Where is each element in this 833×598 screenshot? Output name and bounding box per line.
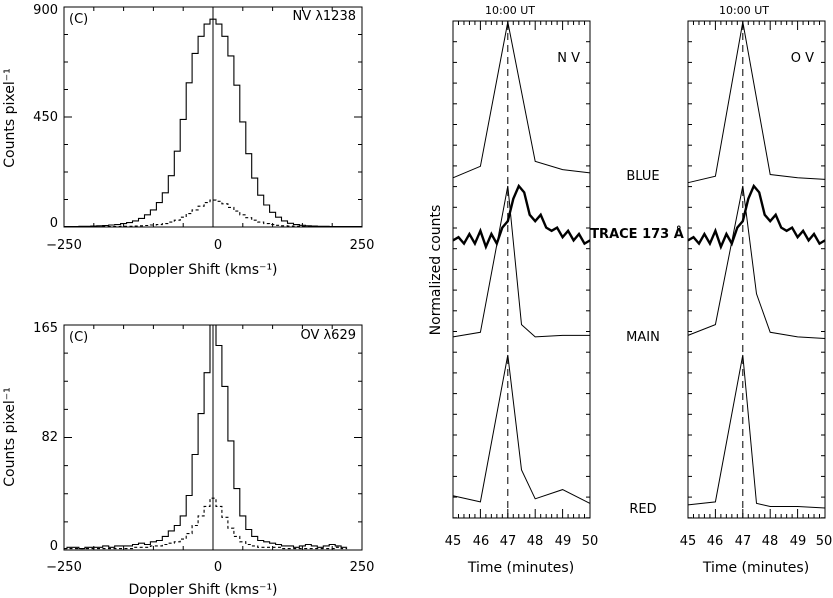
spectrum-ov-annotation: OV λ629: [300, 328, 356, 343]
lightcurve-ov-curve-red: [687, 354, 826, 509]
spectrum-ov-xtick-right: 250: [350, 560, 375, 575]
spectrum-nv-panel-label: (C): [69, 12, 88, 27]
lightcurve-nv-xtick-50: 50: [582, 534, 599, 549]
stack-label-trace: TRACE 173 Å: [590, 226, 684, 242]
lightcurve-ov-curve-main: [687, 185, 826, 339]
lightcurve-nv-ticks: [452, 20, 591, 519]
spectrum-ov-ticks: [63, 324, 363, 551]
lightcurve-ov-curve-trace-173: [687, 183, 826, 251]
lightcurve-nv-annotation: N V: [557, 51, 580, 66]
lightcurve-ov-ticks: [687, 20, 826, 519]
spectrum-ov-xtick-left: −250: [46, 560, 82, 575]
spectrum-ov-xlabel: Doppler Shift (kms⁻¹): [128, 582, 277, 598]
lightcurve-nv-xtick-49: 49: [555, 534, 572, 549]
spectrum-nv-solid-series: [64, 18, 362, 228]
spectrum-nv-xtick-left: −250: [46, 238, 82, 253]
lightcurve-nv-lines: [452, 21, 591, 504]
lightcurve-nv-xtick-48: 48: [527, 534, 544, 549]
lightcurve-nv-xlabel: Time (minutes): [467, 560, 574, 576]
spectrum-nv-ytick-bottom: 0: [50, 216, 58, 231]
spectrum-ov-panel-label: (C): [69, 330, 88, 345]
lightcurve-nv-curve-trace-173: [452, 183, 591, 251]
lightcurve-nv-title: 10:00 UT: [485, 4, 535, 17]
lightcurve-nv-xtick-46: 46: [473, 534, 490, 549]
lightcurve-ylabel: Normalized counts: [428, 205, 444, 336]
spectrum-ov-ytick-mid: 82: [41, 430, 58, 445]
spectrum-nv-ylabel: Counts pixel⁻¹: [2, 68, 18, 167]
stack-label-red: RED: [629, 502, 656, 517]
lightcurve-nv-curve-red: [452, 354, 591, 504]
spectrum-nv-ytick-top: 900: [33, 3, 58, 18]
spectrum-ov-ytick-bottom: 0: [50, 539, 58, 554]
lightcurve-nv-xtick-45: 45: [445, 534, 462, 549]
spectrum-ov-xtick-center: 0: [214, 560, 222, 575]
lightcurve-ov-xtick-48: 48: [762, 534, 779, 549]
lightcurve-panel-nv: 10:00 UT N V 45 46 47 48 49 50 Time (min…: [428, 4, 598, 576]
spectrum-nv-dotted-series: [64, 199, 362, 228]
lightcurve-ov-xtick-45: 45: [680, 534, 697, 549]
lightcurve-ov-xtick-50: 50: [816, 534, 833, 549]
spectrum-panel-nv: (C) NV λ1238 900 450 0 −250 0 250 Dopple…: [2, 3, 374, 278]
spectrum-ov-ytick-top: 165: [33, 321, 58, 336]
spectrum-nv-annotation: NV λ1238: [292, 9, 356, 24]
lightcurve-ov-xlabel: Time (minutes): [702, 560, 809, 576]
stack-label-main: MAIN: [626, 330, 660, 345]
lightcurve-ov-lines: [687, 21, 826, 509]
spectrum-ov-dotted-series: [64, 497, 348, 550]
spectrum-nv-lines: [64, 18, 362, 228]
spectrum-ov-solid-series: [64, 324, 348, 550]
lightcurve-ov-xtick-49: 49: [790, 534, 807, 549]
lightcurve-ov-curve-blue: [687, 21, 826, 184]
spectrum-panel-ov: (C) OV λ629 165 82 0 −250 0 250 Doppler …: [2, 321, 374, 598]
spectrum-ov-ylabel: Counts pixel⁻¹: [2, 387, 18, 486]
spectrum-ov-lines: [64, 324, 348, 550]
lightcurve-panel-ov: 10:00 UT O V 45 46 47 48 49 50 Time (min…: [680, 4, 833, 576]
lightcurve-nv-curve-main: [452, 185, 590, 338]
lightcurve-nv-frame: [452, 20, 591, 519]
lightcurve-nv-curve-blue: [452, 21, 591, 179]
lightcurve-ov-annotation: O V: [791, 51, 814, 66]
spectrum-nv-xtick-right: 250: [350, 238, 375, 253]
spectrum-nv-xlabel: Doppler Shift (kms⁻¹): [128, 262, 277, 278]
lightcurve-ov-xtick-47: 47: [735, 534, 752, 549]
spectrum-nv-ticks: [63, 6, 363, 228]
lightcurve-ov-title: 10:00 UT: [719, 4, 769, 17]
lightcurve-ov-xtick-46: 46: [707, 534, 724, 549]
stack-labels: BLUE TRACE 173 Å MAIN RED: [590, 169, 684, 517]
spectrum-nv-xtick-center: 0: [214, 238, 222, 253]
lightcurve-nv-xtick-47: 47: [500, 534, 517, 549]
spectrum-nv-ytick-mid: 450: [33, 110, 58, 125]
stack-label-blue: BLUE: [626, 169, 659, 184]
